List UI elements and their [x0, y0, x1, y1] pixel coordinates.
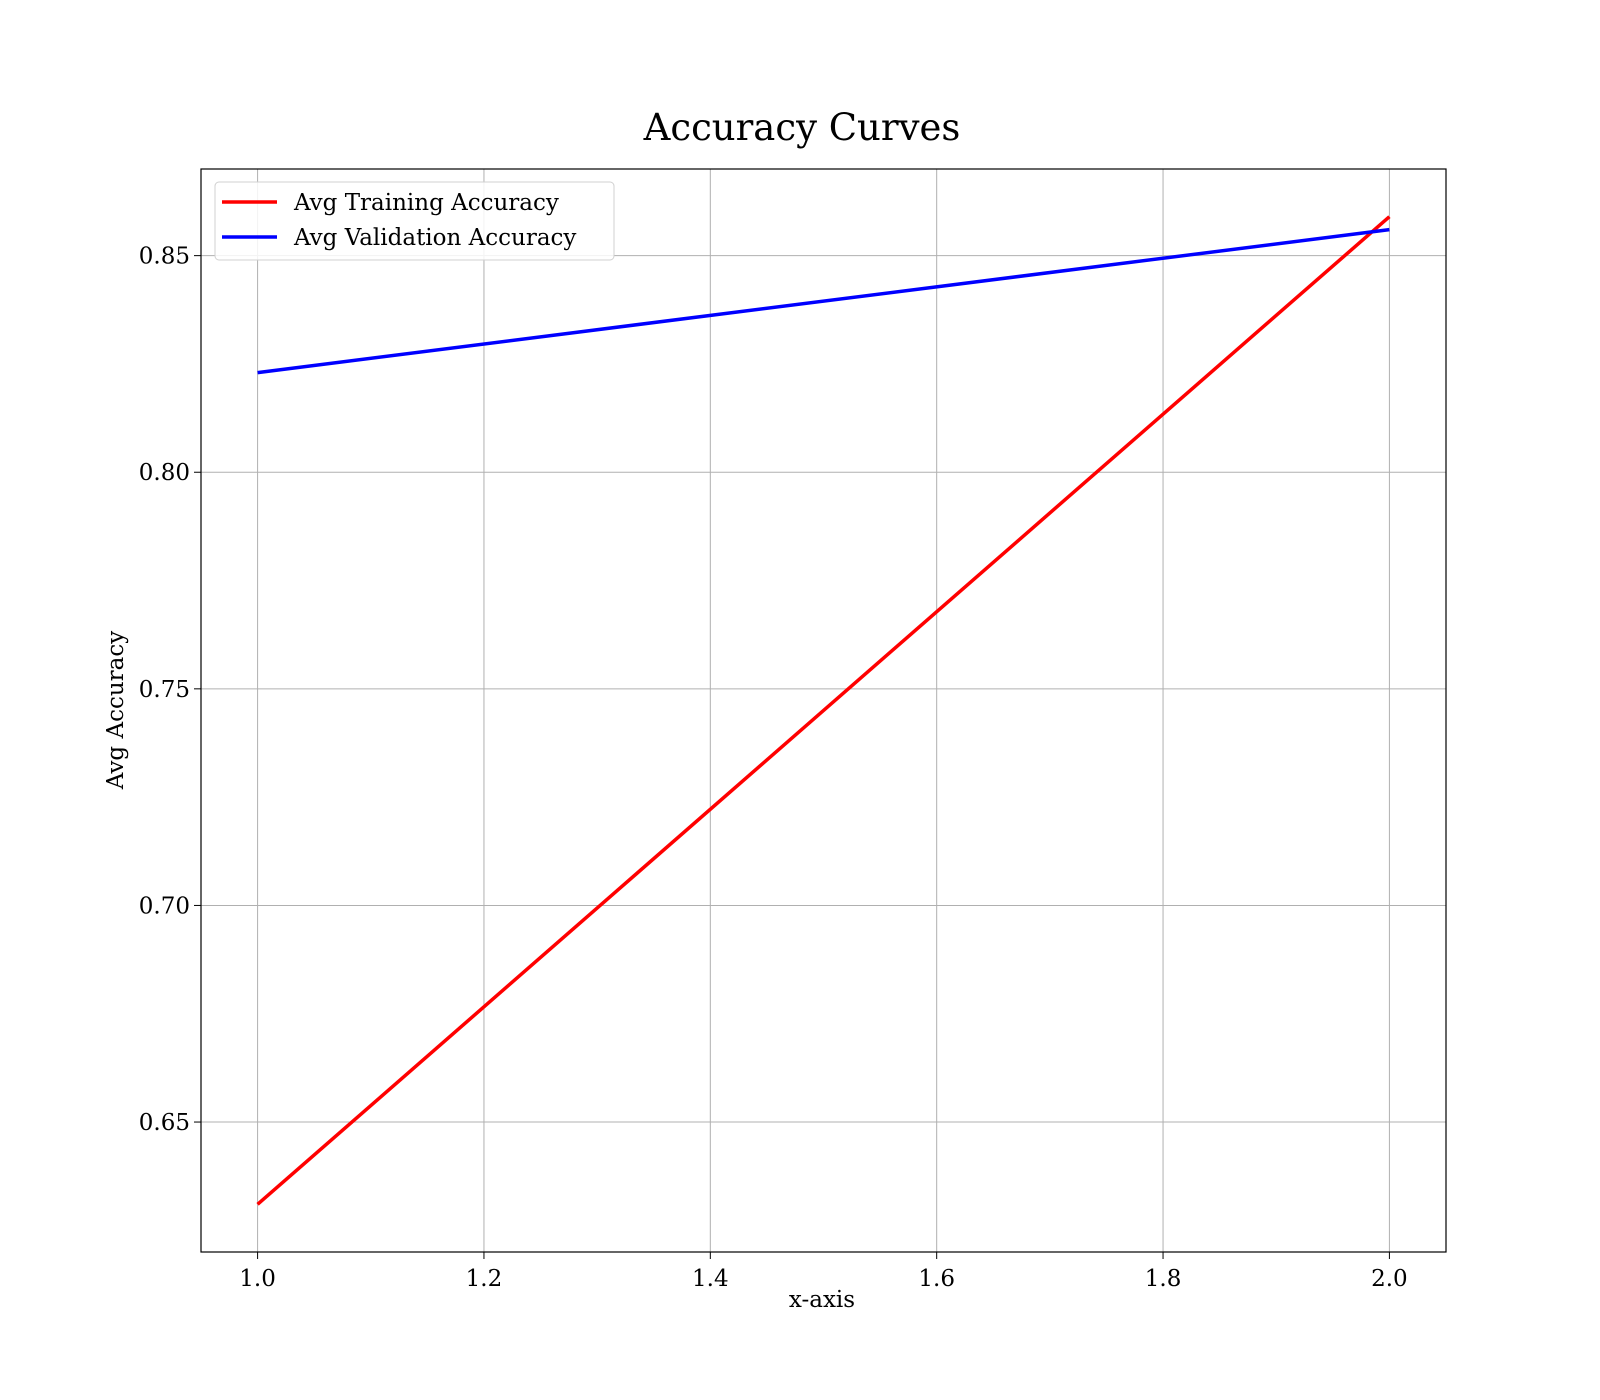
- axis-ticks: 1.0 1.2 1.4 1.6 1.8 2.0 0.65 0.70 0.75 0.80 0.85: [139, 244, 1408, 1292]
- x-tick-label: 1.8: [1145, 1266, 1182, 1292]
- chart-title: Accuracy Curves: [643, 106, 961, 149]
- y-tick-label: 0.80: [139, 460, 190, 486]
- validation-accuracy-line: [257, 227, 1390, 375]
- y-tick-label: 0.75: [139, 677, 190, 703]
- plot-area-frame: [200, 168, 1447, 1253]
- x-axis-label: x-axis: [789, 1287, 855, 1313]
- legend-box: [214, 181, 615, 261]
- x-tick-label: 1.2: [466, 1266, 503, 1292]
- training-accuracy-line: [256, 215, 1391, 1206]
- y-tick-label: 0.85: [139, 244, 190, 270]
- y-tick-label: 0.70: [139, 893, 190, 919]
- y-tick-label: 0.65: [139, 1110, 190, 1136]
- series-lines: [256, 215, 1391, 1206]
- legend-label-training: Avg Training Accuracy: [293, 190, 559, 216]
- y-axis-label: Avg Accuracy: [103, 631, 129, 790]
- x-tick-label: 1.4: [692, 1266, 729, 1292]
- x-tick-label: 1.0: [239, 1266, 276, 1292]
- legend-label-validation: Avg Validation Accuracy: [293, 225, 576, 251]
- x-tick-label: 1.6: [918, 1266, 955, 1292]
- legend: Avg Training Accuracy Avg Validation Acc…: [214, 181, 615, 261]
- x-tick-label: 2.0: [1371, 1266, 1408, 1292]
